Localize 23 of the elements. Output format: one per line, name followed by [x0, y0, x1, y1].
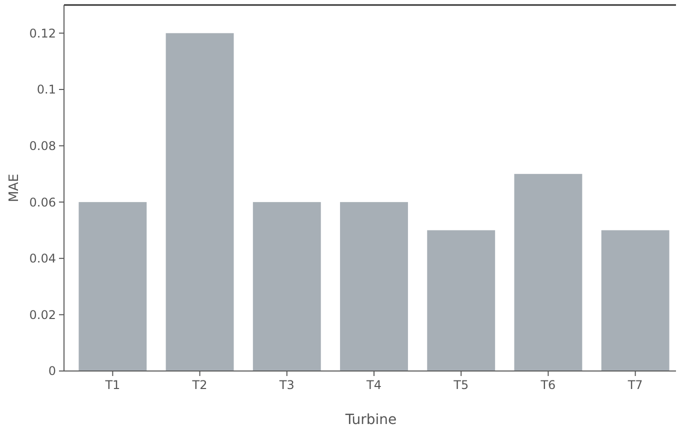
- y-axis-title: MAE: [7, 174, 22, 202]
- x-tick-label: T4: [366, 378, 382, 392]
- y-tick-label: 0.02: [29, 308, 56, 322]
- x-tick-label: T3: [278, 378, 294, 392]
- y-tick-label: 0.04: [29, 252, 56, 266]
- y-tick-label: 0.12: [29, 26, 56, 40]
- bar: [252, 202, 321, 371]
- y-tick-label: 0.1: [36, 82, 56, 97]
- bar: [601, 230, 670, 371]
- bar: [166, 33, 234, 371]
- y-tick-label: 0: [48, 364, 56, 378]
- x-tick-label: T5: [452, 378, 469, 392]
- x-tick-label: T2: [191, 378, 208, 392]
- x-axis-title: Turbine: [344, 412, 397, 428]
- x-tick-label: T7: [626, 378, 643, 392]
- bar: [78, 202, 147, 371]
- bar: [427, 230, 496, 371]
- y-tick-label: 0.06: [29, 195, 56, 210]
- x-tick-label: T6: [540, 378, 556, 392]
- bar: [514, 174, 582, 371]
- bar: [340, 202, 408, 371]
- y-tick-label: 0.08: [29, 138, 56, 153]
- x-tick-label: T1: [104, 378, 120, 392]
